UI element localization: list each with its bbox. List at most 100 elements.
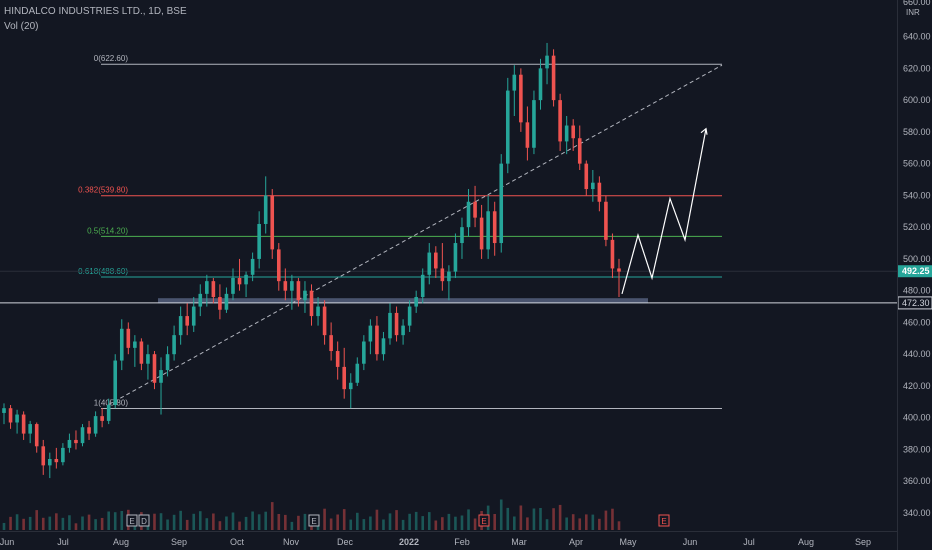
volume-bar [218, 521, 222, 530]
candle-body [191, 306, 196, 326]
price-tick-label: 620.00 [903, 63, 931, 73]
volume-bar [35, 510, 39, 530]
volume-bar [74, 523, 78, 530]
volume-bar [9, 516, 12, 530]
volume-bar [179, 510, 182, 530]
candle-body [34, 424, 39, 447]
candle-body [407, 306, 412, 326]
candle-body [178, 316, 183, 336]
price-tick-label: 380.00 [903, 444, 931, 454]
volume-bar [369, 516, 372, 530]
fib-level-label: 0.5(514.20) [87, 226, 128, 235]
time-tick-label: Aug [798, 537, 814, 547]
candle-body [414, 297, 418, 307]
candle-body [309, 290, 314, 317]
support-zone [158, 298, 648, 304]
candle-body [28, 424, 32, 434]
volume-bar [61, 517, 65, 530]
candle-body [80, 427, 85, 444]
time-tick-label: Jun [683, 537, 698, 547]
volume-bar [238, 521, 241, 530]
volume-bar [506, 507, 510, 530]
volume-bar [349, 519, 353, 530]
volume-bar [382, 519, 385, 530]
event-marker-label: E [661, 517, 666, 526]
candle-body [348, 382, 353, 390]
volume-bar [225, 516, 228, 530]
volume-bar [270, 502, 274, 530]
volume-bar [441, 517, 444, 530]
candle-body [597, 182, 602, 202]
volume-bar [153, 513, 156, 530]
price-tick-label: 420.00 [903, 381, 931, 391]
candle-body [218, 297, 222, 310]
time-axis-divider [0, 531, 897, 532]
volume-bar [212, 513, 215, 530]
volume-bar [68, 515, 71, 530]
price-tick-label: 580.00 [903, 127, 931, 137]
volume-bar [578, 518, 582, 530]
volume-bar [231, 512, 235, 530]
time-tick-label: Sep [855, 537, 871, 547]
volume-bar [251, 511, 254, 530]
fib-level-label: 0(622.60) [94, 54, 129, 63]
candle-body [152, 354, 157, 383]
candle-body [257, 223, 261, 259]
candle-body [591, 182, 595, 190]
volume-bar [421, 516, 425, 530]
event-marker [308, 514, 320, 527]
candle-body [571, 125, 576, 139]
volume-bar [565, 517, 568, 530]
candle-body [231, 277, 235, 294]
volume-bar [591, 514, 595, 530]
volume-bar [414, 511, 418, 530]
price-tick-label: 640.00 [903, 32, 931, 42]
candle-body [316, 306, 320, 317]
volume-bar [41, 517, 45, 530]
candle-body [41, 446, 46, 466]
volume-bar [558, 504, 562, 530]
candle-body [427, 252, 432, 275]
candle-body [335, 351, 340, 367]
volume-bar [513, 516, 516, 530]
volume-bar [611, 508, 614, 530]
candle-body [172, 335, 176, 355]
volume-bar [205, 518, 209, 530]
time-tick-label: Aug [113, 537, 129, 547]
candle-body [54, 459, 59, 463]
volume-bar [454, 516, 457, 530]
time-tick-label: Jul [743, 537, 755, 547]
projection-path [621, 128, 707, 295]
volume-bar [22, 518, 25, 530]
time-tick-label: May [619, 537, 637, 547]
volume-bar [395, 510, 398, 530]
price-tick-label: 460.00 [903, 317, 931, 327]
candle-body [87, 427, 91, 434]
volume-bar [120, 511, 124, 530]
event-marker-label: E [129, 517, 134, 526]
candle-body [290, 281, 294, 291]
volume-bar [100, 517, 104, 530]
candle-body [342, 366, 347, 390]
volume-bar [113, 512, 117, 530]
volume-bar [427, 512, 431, 530]
event-marker-label: E [311, 517, 316, 526]
volume-bar [323, 508, 326, 530]
volume-indicator-label: Vol (20) [4, 21, 39, 32]
candle-body [198, 293, 203, 307]
price-tick-label: 500.00 [903, 254, 931, 264]
volume-bar [473, 518, 477, 530]
candle-body [532, 100, 536, 148]
event-marker [138, 514, 150, 527]
candle-body [15, 414, 19, 423]
price-tick-label: 340.00 [903, 508, 931, 518]
time-tick-label: Oct [230, 537, 245, 547]
volume-bar [526, 517, 529, 530]
candle-body [401, 325, 405, 336]
volume-bar [388, 513, 392, 530]
candle-body [486, 211, 490, 250]
price-tick-label: 540.00 [903, 190, 931, 200]
time-tick-label: Dec [337, 537, 354, 547]
candle-body [303, 290, 307, 301]
